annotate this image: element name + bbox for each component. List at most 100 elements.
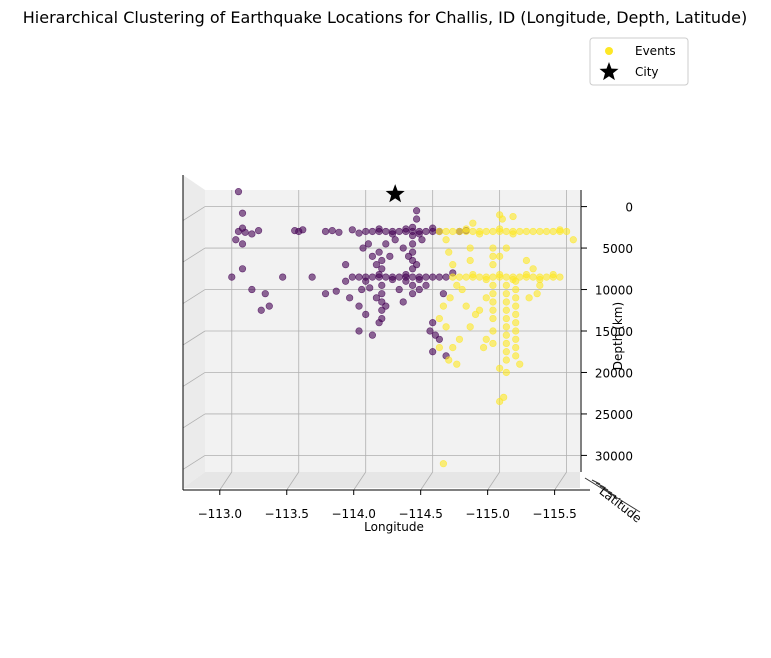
- legend-box: [589, 37, 689, 86]
- data-point-cluster-0: [342, 277, 350, 285]
- data-point-cluster-1: [516, 360, 524, 368]
- data-point-cluster-1: [453, 281, 461, 289]
- data-point-cluster-1: [502, 227, 510, 236]
- data-point-cluster-0: [265, 302, 273, 310]
- chart-title: Hierarchical Clustering of Earthquake Lo…: [23, 8, 747, 27]
- data-point-cluster-1: [462, 273, 470, 281]
- data-point-cluster-1: [449, 273, 457, 281]
- data-point-cluster-1: [502, 290, 510, 298]
- data-point-cluster-1: [502, 281, 510, 289]
- data-point-cluster-0: [238, 240, 247, 248]
- data-point-cluster-0: [404, 252, 413, 260]
- data-point-cluster-1: [489, 298, 497, 306]
- data-point-cluster-1: [556, 273, 564, 281]
- data-point-cluster-0: [362, 277, 370, 285]
- data-point-cluster-0: [342, 261, 350, 269]
- data-point-cluster-0: [378, 281, 386, 289]
- data-point-cluster-1: [466, 256, 474, 265]
- legend-events-marker: [605, 47, 613, 55]
- data-point-cluster-1: [512, 285, 520, 294]
- left-grid-line: [182, 372, 206, 387]
- city-star-marker: [385, 184, 405, 203]
- data-point-cluster-0: [435, 273, 443, 281]
- data-point-cluster-1: [502, 348, 510, 356]
- data-point-cluster-0: [335, 228, 343, 236]
- data-point-cluster-1: [458, 285, 466, 294]
- data-point-cluster-0: [248, 285, 256, 294]
- legend-events-label: Events: [635, 44, 676, 58]
- data-point-cluster-1: [502, 339, 510, 348]
- left-grid-line: [182, 330, 206, 346]
- z-tick: [603, 488, 613, 494]
- data-point-cluster-0: [362, 310, 370, 319]
- data-point-cluster-0: [413, 215, 421, 223]
- data-point-cluster-0: [355, 273, 363, 281]
- data-point-cluster-1: [435, 227, 443, 236]
- data-point-cluster-0: [382, 227, 390, 236]
- data-point-cluster-1: [489, 306, 497, 314]
- data-point-cluster-0: [395, 285, 403, 294]
- x-tick-label: −115.5: [532, 507, 576, 521]
- data-point-cluster-1: [522, 256, 531, 265]
- data-point-cluster-1: [489, 290, 497, 298]
- data-point-cluster-1: [475, 273, 484, 281]
- data-point-cluster-0: [375, 225, 383, 233]
- data-point-cluster-1: [502, 298, 510, 306]
- data-point-cluster-1: [489, 273, 497, 281]
- data-point-cluster-0: [358, 285, 366, 294]
- data-point-cluster-1: [502, 331, 510, 339]
- data-point-cluster-0: [375, 271, 383, 279]
- data-point-cluster-0: [366, 284, 374, 292]
- data-point-cluster-1: [569, 236, 577, 244]
- data-point-cluster-1: [549, 271, 557, 279]
- data-point-cluster-0: [429, 224, 437, 232]
- data-point-cluster-1: [462, 302, 470, 310]
- x-tick-label: −115.0: [465, 507, 509, 521]
- data-point-cluster-1: [442, 323, 450, 331]
- data-point-cluster-0: [241, 228, 249, 236]
- left-pane: [183, 175, 205, 488]
- data-point-cluster-0: [391, 236, 399, 244]
- data-point-cluster-1: [512, 335, 520, 343]
- data-point-cluster-0: [402, 277, 410, 285]
- y-axis-label: Depth (km): [611, 302, 625, 370]
- data-point-cluster-1: [466, 323, 474, 331]
- data-point-cluster-1: [489, 327, 497, 335]
- data-point-cluster-1: [502, 306, 510, 314]
- data-point-cluster-1: [466, 244, 474, 252]
- data-point-cluster-0: [382, 240, 390, 248]
- data-point-cluster-1: [449, 261, 457, 269]
- data-point-cluster-0: [372, 261, 381, 269]
- data-point-cluster-0: [346, 294, 354, 302]
- y-tick-label: 0: [625, 201, 633, 215]
- x-tick-label: −113.0: [198, 507, 242, 521]
- data-point-cluster-0: [372, 294, 381, 302]
- z-tick: [599, 485, 609, 491]
- data-point-cluster-1: [442, 236, 450, 244]
- data-point-cluster-1: [498, 215, 506, 223]
- data-point-cluster-1: [482, 294, 490, 302]
- legend-city-label: City: [635, 65, 659, 79]
- y-tick-label: 30000: [595, 449, 633, 463]
- data-point-cluster-1: [536, 227, 544, 236]
- floor-grid-line: [420, 471, 434, 491]
- data-point-cluster-1: [556, 226, 564, 234]
- data-point-cluster-0: [368, 252, 377, 260]
- left-grid-line: [182, 247, 206, 263]
- data-point-cluster-1: [500, 393, 508, 401]
- data-point-cluster-0: [364, 240, 372, 248]
- data-point-cluster-1: [489, 244, 497, 252]
- data-point-cluster-0: [234, 188, 243, 196]
- data-point-cluster-1: [469, 227, 477, 236]
- data-point-cluster-0: [415, 275, 423, 284]
- y-tick-label: 10000: [595, 284, 633, 298]
- data-point-cluster-0: [418, 236, 426, 244]
- data-point-cluster-0: [408, 240, 417, 248]
- data-point-cluster-0: [426, 327, 434, 335]
- data-point-cluster-0: [442, 273, 450, 281]
- z-axis-ticks: [584, 477, 641, 513]
- z-tick: [607, 491, 617, 497]
- data-point-cluster-0: [375, 319, 383, 327]
- data-point-cluster-1: [489, 281, 497, 289]
